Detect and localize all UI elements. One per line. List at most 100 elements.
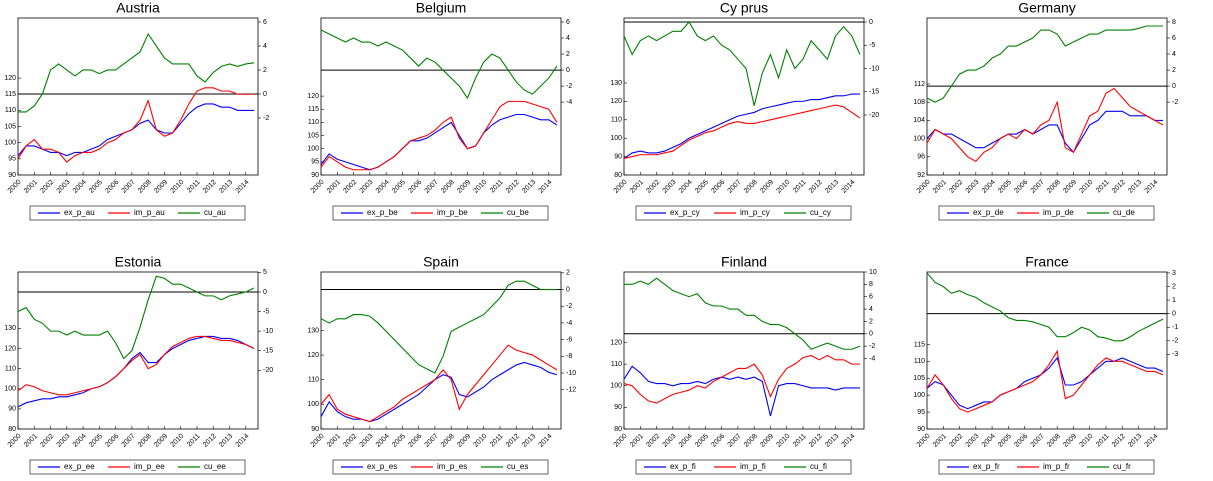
y-tick-label: 100 xyxy=(610,135,622,142)
x-tick-label: 2002 xyxy=(948,433,964,449)
x-tick-label: 2012 xyxy=(1111,433,1127,449)
x-tick-label: 2005 xyxy=(997,179,1013,195)
x-tick-label: 2011 xyxy=(489,433,505,449)
x-tick-label: 2000 xyxy=(613,433,629,449)
y2-tick-label: 4 xyxy=(869,306,873,313)
y2-tick-label: 0 xyxy=(566,67,570,74)
x-tick-label: 2008 xyxy=(137,179,153,195)
y-tick-label: 115 xyxy=(914,341,925,348)
x-tick-label: 2004 xyxy=(72,433,88,449)
y2-tick-label: -2 xyxy=(869,343,875,350)
x-tick-label: 2011 xyxy=(186,433,202,449)
y2-tick-label: -2 xyxy=(1172,99,1178,106)
legend-label: ex_p_au xyxy=(64,208,95,217)
y-tick-label: 92 xyxy=(917,172,925,179)
legend-label: cu_es xyxy=(507,462,528,471)
y-tick-label: 80 xyxy=(8,426,16,433)
y-tick-label: 90 xyxy=(311,172,319,179)
x-tick-label: 2009 xyxy=(759,433,775,449)
x-tick-label: 2013 xyxy=(824,179,840,195)
series-line xyxy=(17,335,255,396)
x-tick-label: 2009 xyxy=(456,179,472,195)
y2-tick-label: 0 xyxy=(263,289,267,296)
x-tick-label: 2005 xyxy=(694,433,710,449)
series-line xyxy=(623,104,861,159)
x-tick-label: 2007 xyxy=(121,433,137,449)
y2-tick-label: -4 xyxy=(566,320,572,327)
y-tick-label: 120 xyxy=(307,93,319,100)
y-tick-label: 130 xyxy=(307,327,319,334)
x-tick-label: 2007 xyxy=(121,179,137,195)
y-tick-label: 115 xyxy=(308,106,319,113)
x-tick-label: 2010 xyxy=(472,179,488,195)
y2-tick-label: 8 xyxy=(1172,19,1176,26)
x-tick-label: 2014 xyxy=(1144,433,1160,449)
x-tick-label: 2013 xyxy=(218,179,234,195)
legend-label: cu_cy xyxy=(810,208,831,217)
x-tick-label: 2005 xyxy=(997,433,1013,449)
series-line xyxy=(320,361,558,423)
x-tick-label: 2011 xyxy=(792,179,808,195)
y2-tick-label: 4 xyxy=(1172,51,1176,58)
x-tick-label: 2013 xyxy=(824,433,840,449)
x-tick-label: 2002 xyxy=(39,433,55,449)
x-tick-label: 2013 xyxy=(1127,179,1143,195)
y2-tick-label: -4 xyxy=(566,99,572,106)
legend-label: cu_be xyxy=(507,208,529,217)
series-line xyxy=(926,25,1163,103)
y2-tick-label: -4 xyxy=(869,355,875,362)
x-tick-label: 2006 xyxy=(1013,179,1029,195)
chart-title: Germany xyxy=(1018,0,1076,16)
x-tick-label: 2002 xyxy=(342,433,358,449)
legend-box xyxy=(635,205,852,221)
x-tick-label: 2005 xyxy=(694,179,710,195)
y-tick-label: 115 xyxy=(5,91,16,98)
x-tick-label: 2004 xyxy=(981,433,997,449)
y-tick-label: 120 xyxy=(307,352,319,359)
x-tick-label: 2001 xyxy=(932,179,948,195)
plot-frame xyxy=(320,271,562,430)
y-tick-label: 90 xyxy=(614,153,622,160)
x-tick-label: 2009 xyxy=(153,179,169,195)
series-line xyxy=(926,272,1164,342)
legend-label: ex_p_es xyxy=(367,462,397,471)
chart-title: Finland xyxy=(721,254,767,270)
y2-tick-label: 4 xyxy=(566,35,570,42)
x-tick-label: 2008 xyxy=(137,433,153,449)
x-tick-label: 2014 xyxy=(841,179,857,195)
x-tick-label: 2005 xyxy=(88,433,104,449)
y-tick-label: 110 xyxy=(5,107,16,114)
series-line xyxy=(623,365,860,417)
y-tick-label: 80 xyxy=(614,172,622,179)
y2-tick-label: -2 xyxy=(566,303,572,310)
x-tick-label: 2001 xyxy=(326,433,342,449)
y2-tick-label: -5 xyxy=(263,308,269,315)
legend-box xyxy=(938,459,1155,475)
x-tick-label: 2013 xyxy=(1127,433,1143,449)
legend-label: im_p_cy xyxy=(740,208,770,217)
y-tick-label: 100 xyxy=(307,401,319,408)
series-line xyxy=(320,100,558,171)
y2-tick-label: -8 xyxy=(566,353,572,360)
x-tick-label: 2012 xyxy=(505,433,521,449)
x-tick-label: 2002 xyxy=(948,179,964,195)
x-tick-label: 2006 xyxy=(407,433,423,449)
y2-tick-label: 2 xyxy=(869,318,873,325)
y2-tick-label: -1 xyxy=(1172,324,1178,331)
x-tick-label: 2004 xyxy=(375,433,391,449)
chart-title: France xyxy=(1025,254,1069,270)
plot-frame xyxy=(17,271,259,430)
x-tick-label: 2010 xyxy=(169,179,185,195)
y2-tick-label: 8 xyxy=(869,281,873,288)
series-line xyxy=(320,113,558,171)
y-tick-label: 100 xyxy=(913,135,925,142)
legend-label: cu_fr xyxy=(1113,462,1131,471)
x-tick-label: 2000 xyxy=(916,179,932,195)
x-tick-label: 2003 xyxy=(359,433,375,449)
x-tick-label: 2003 xyxy=(965,179,981,195)
x-tick-label: 2014 xyxy=(538,433,554,449)
x-tick-label: 2002 xyxy=(645,179,661,195)
